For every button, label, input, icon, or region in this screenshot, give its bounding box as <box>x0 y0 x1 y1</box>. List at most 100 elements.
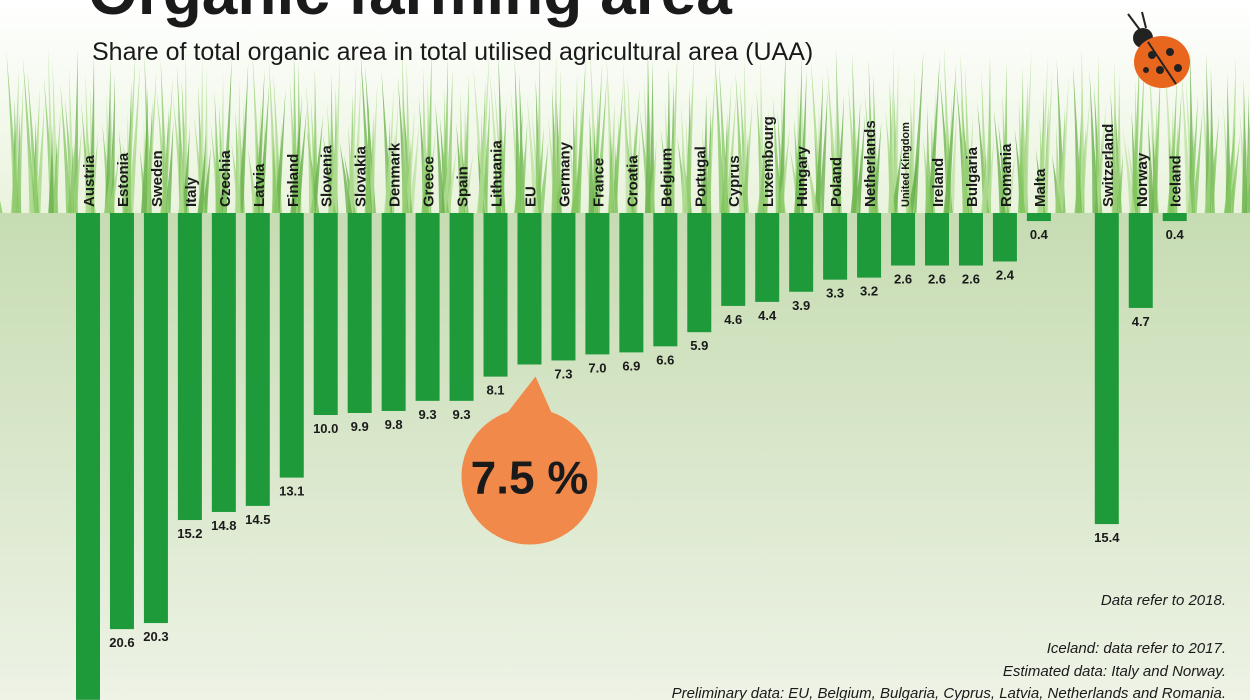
grass-blade <box>67 114 78 215</box>
grass-blade <box>797 69 807 215</box>
x-tick-label: United Kingdom <box>900 122 912 207</box>
note: Preliminary data: EU, Belgium, Bulgaria,… <box>672 685 1226 700</box>
grass-blade <box>681 104 689 215</box>
bar <box>177 213 202 521</box>
grass-blade <box>1243 181 1250 215</box>
grass-blade <box>664 67 671 215</box>
grass-blade <box>1004 154 1016 215</box>
grass-blade <box>253 69 265 215</box>
grass-blade <box>1114 153 1124 215</box>
grass-blade <box>984 134 995 215</box>
grass-blade <box>901 116 912 215</box>
grass-blade <box>1001 61 1008 215</box>
grass-blade <box>271 137 278 215</box>
grass-blade <box>943 63 957 215</box>
grass-blade <box>910 51 924 215</box>
grass-blade <box>526 96 539 215</box>
chart-title: Organic farming area <box>88 0 732 28</box>
grass-blade <box>444 69 453 215</box>
x-tick-label: EU <box>522 186 539 207</box>
grass-blade <box>217 153 228 215</box>
grass-blade <box>118 129 129 215</box>
x-tick-label: Spain <box>455 166 472 207</box>
value-label: 15.2 <box>177 526 202 541</box>
grass-blade <box>1111 60 1118 215</box>
grass-blade <box>164 121 174 215</box>
grass-blade <box>593 77 607 215</box>
grass-blade <box>1130 49 1140 215</box>
x-tick-label: Denmark <box>387 142 404 207</box>
grass-blade <box>103 140 115 215</box>
bar <box>823 213 848 280</box>
x-tick-label: Italy <box>183 176 200 207</box>
grass-blade <box>890 141 903 215</box>
grass-blade <box>159 76 173 215</box>
grass-blade <box>850 101 861 215</box>
value-label: 0.4 <box>1030 227 1049 242</box>
x-tick-label: Netherlands <box>862 120 879 207</box>
x-tick-label: Germany <box>556 141 573 207</box>
x-tick-label: Bulgaria <box>964 146 981 207</box>
grass-blade <box>247 148 259 215</box>
bar <box>1094 213 1119 525</box>
grass-blade <box>1089 71 1099 215</box>
grass-blade <box>1055 124 1062 215</box>
grass-blade <box>123 50 136 215</box>
x-tick-label: Romania <box>998 143 1015 207</box>
grass-blade <box>806 154 820 215</box>
grass-blade <box>143 70 157 215</box>
value-label: 4.7 <box>1132 314 1150 329</box>
grass-blade <box>441 55 448 215</box>
grass-blade <box>590 63 603 215</box>
grass-blade <box>740 102 753 215</box>
grass-blade <box>497 101 507 215</box>
bar <box>721 213 746 306</box>
value-label: 4.4 <box>758 308 777 323</box>
grass-blade <box>10 68 19 215</box>
x-tick-label: Slovakia <box>353 145 370 207</box>
value-label: 3.9 <box>792 298 810 313</box>
x-tick-label: Czechia <box>217 150 234 207</box>
grass-blade <box>756 108 769 215</box>
grass-blade <box>964 114 974 215</box>
grass-blade <box>200 147 211 215</box>
grass-blade <box>772 97 782 215</box>
bar <box>653 213 678 347</box>
grass-blade <box>551 54 558 215</box>
value-label: 2.6 <box>894 272 912 287</box>
grass-blade <box>1134 63 1145 215</box>
x-tick-label: France <box>590 158 607 207</box>
grass-blade <box>330 56 340 215</box>
x-tick-label: Slovenia <box>319 145 336 207</box>
value-label: 9.3 <box>453 407 471 422</box>
value-label: 15.4 <box>1094 530 1120 545</box>
grass-blade <box>201 68 208 215</box>
x-tick-label: Cyprus <box>726 155 743 207</box>
grass-blade <box>723 96 736 215</box>
bar <box>687 213 712 333</box>
bar <box>279 213 304 478</box>
grass-blade <box>87 134 99 215</box>
value-label: 20.6 <box>109 635 134 650</box>
grass-blade <box>647 140 657 215</box>
grass-blade <box>1040 70 1053 215</box>
bar <box>245 213 270 506</box>
grass-blade <box>421 145 428 215</box>
grass-blade <box>50 108 61 215</box>
grass-blade <box>735 71 746 215</box>
value-label: 6.6 <box>656 352 674 367</box>
x-tick-label: Poland <box>828 157 845 207</box>
x-tick-label: Latvia <box>251 163 268 207</box>
grass-blade <box>1181 64 1193 215</box>
value-label: 2.6 <box>928 272 946 287</box>
grass-blade <box>383 88 394 215</box>
x-tick-label: Malta <box>1032 168 1049 207</box>
grass-blade <box>960 52 969 215</box>
bar <box>347 213 372 413</box>
grass-blade <box>310 115 323 215</box>
grass-blade <box>108 75 115 215</box>
bar <box>755 213 780 302</box>
grass-blade <box>610 83 624 215</box>
grass-blade <box>777 49 786 215</box>
grass-blade <box>834 95 844 215</box>
